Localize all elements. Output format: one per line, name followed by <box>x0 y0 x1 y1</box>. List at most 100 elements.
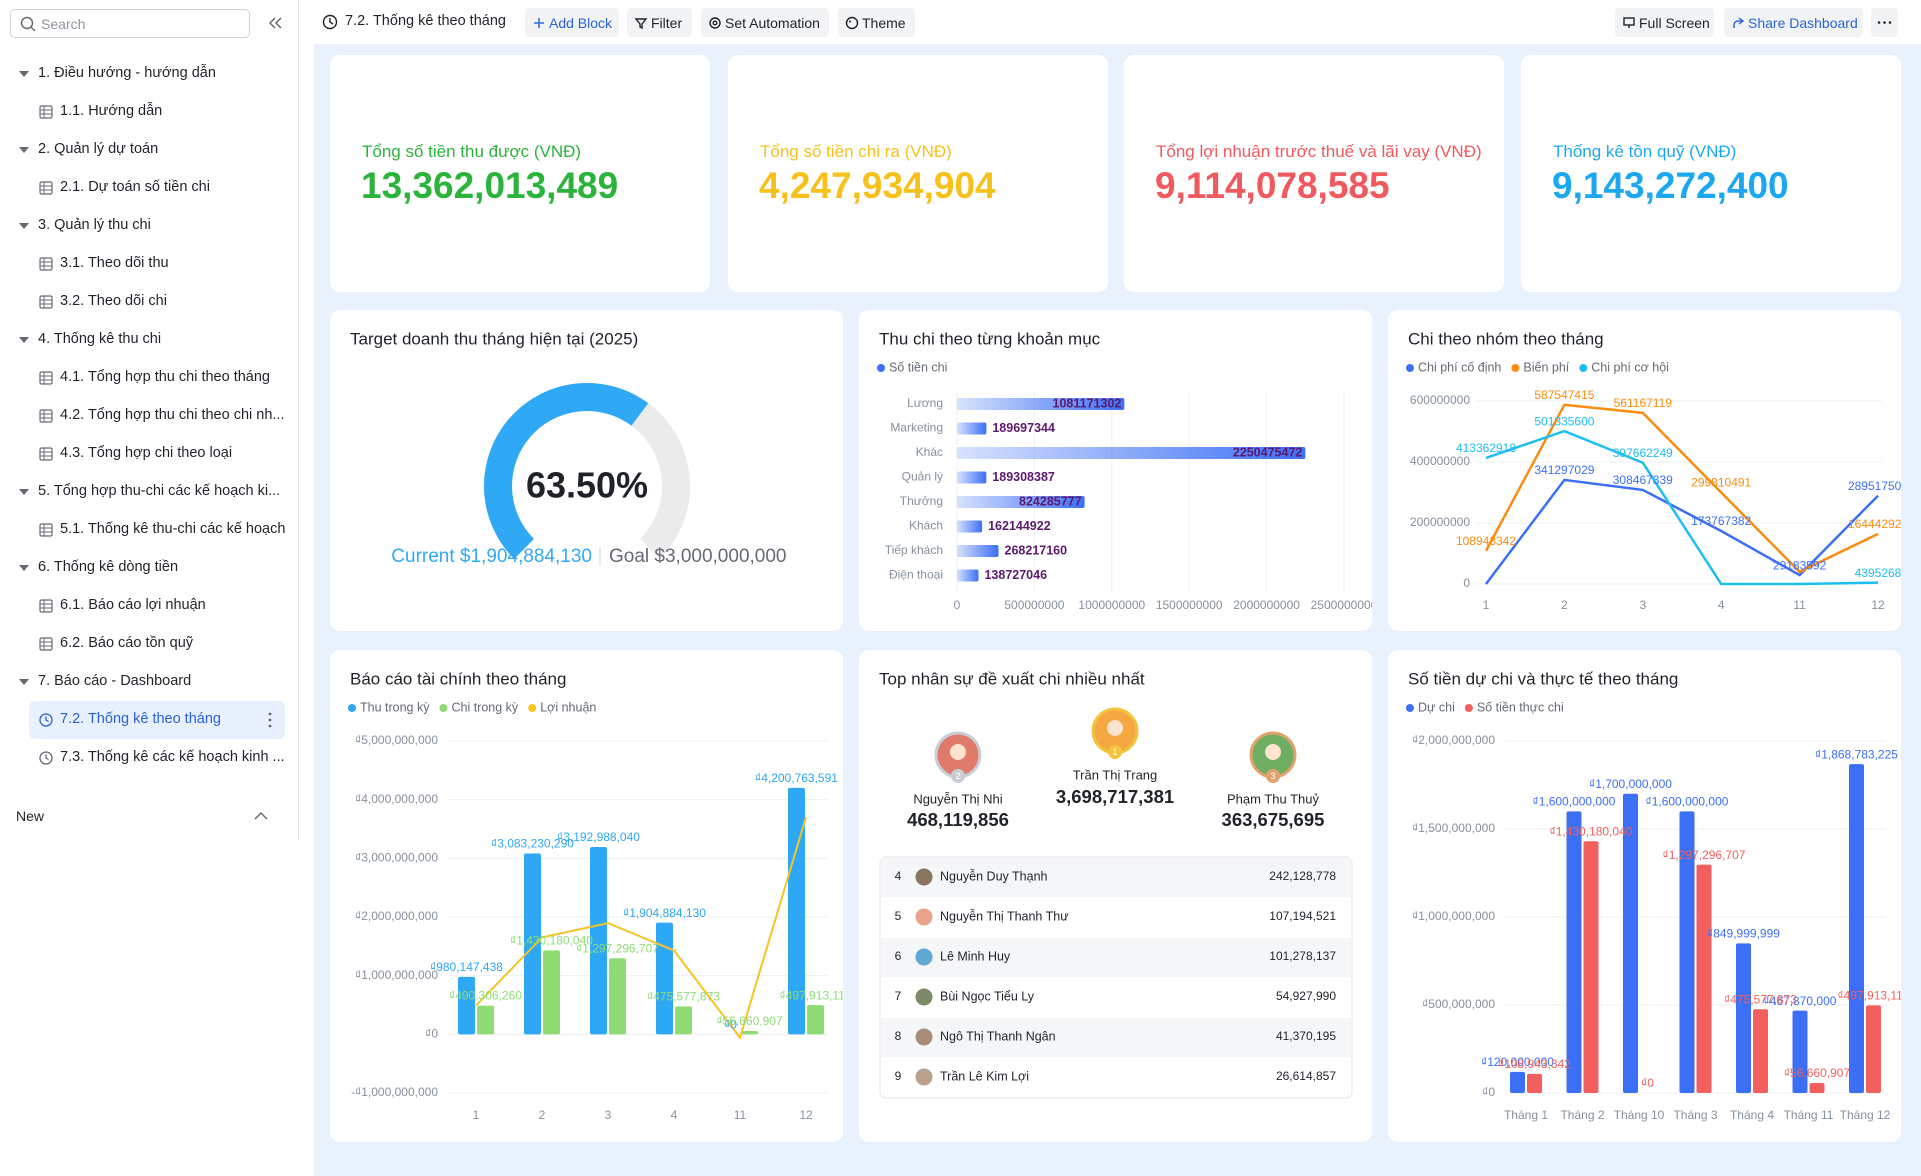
kpi-label: Tổng số tiền thu được (VNĐ) <box>362 142 582 161</box>
data-label: ₫56,660,907 <box>1784 1066 1851 1080</box>
more-icon <box>268 712 272 727</box>
row-name: Bùi Ngọc Tiểu Ly <box>940 989 1035 1003</box>
row-avatar <box>915 948 933 966</box>
bar <box>957 471 987 484</box>
toolbar-button[interactable]: Full Screen <box>1615 8 1714 37</box>
tree-label: 5. Tổng hợp thu-chi các kế hoạch ki... <box>38 482 281 499</box>
x-tick-label: 4 <box>1718 598 1725 612</box>
y-tick-label: ₫1,500,000,000 <box>1412 821 1495 835</box>
data-label: 189697344 <box>992 421 1055 435</box>
tree-item[interactable]: 7. Báo cáo - Dashboard <box>0 663 298 701</box>
x-tick-label: 1000000000 <box>1078 598 1145 612</box>
tree-item[interactable]: 2.1. Dự toán số tiền chi <box>0 169 298 207</box>
tree-item[interactable]: 6.1. Báo cáo lợi nhuận <box>0 587 298 625</box>
tree-label: 7.2. Thống kê theo tháng <box>60 710 221 727</box>
toolbar-button[interactable]: Add Block <box>525 8 619 37</box>
tree-item[interactable]: 3. Quản lý thu chi <box>0 207 298 245</box>
x-tick-label: 12 <box>1871 598 1885 612</box>
chart: Chi theo nhóm theo tháng Chi phí cố định B… <box>1406 329 1901 612</box>
tree-item[interactable]: 5. Tổng hợp thu-chi các kế hoạch ki... <box>0 473 298 511</box>
goal-label: Goal $3,000,000,000 <box>609 546 787 567</box>
y-tick-label: Tiếp khách <box>885 543 943 557</box>
y-tick-label: Quản lý <box>902 470 943 484</box>
y-tick-label: ₫0 <box>1482 1085 1495 1099</box>
toolbar-button[interactable]: Share Dashboard <box>1724 8 1863 37</box>
tree-label: 3. Quản lý thu chi <box>38 216 151 233</box>
tree-item[interactable]: 7.2. Thống kê theo tháng <box>0 700 298 739</box>
tree-item[interactable]: 4.2. Tổng hợp thu chi theo chi nh... <box>0 397 298 435</box>
x-tick-label: Tháng 12 <box>1840 1108 1891 1122</box>
tree-item[interactable]: 7.3. Thống kê các kế hoạch kinh ... <box>0 739 298 777</box>
toolbar-button[interactable]: Filter <box>627 8 692 37</box>
tree-label: 6. Thống kê dòng tiền <box>38 558 179 575</box>
row-rank: 9 <box>895 1069 902 1083</box>
tree-item[interactable]: 1.1. Hướng dẫn <box>0 93 298 131</box>
search-box[interactable]: Search <box>10 9 250 38</box>
button-label: Share Dashboard <box>1748 15 1858 31</box>
row-bg <box>881 858 1351 897</box>
row-avatar <box>915 1068 933 1086</box>
dot <box>1877 21 1881 24</box>
table <box>39 446 53 461</box>
data-label: ₫1,700,000,000 <box>1589 777 1672 791</box>
bar <box>1849 764 1864 1093</box>
tree-item[interactable]: 3.2. Theo dõi chi <box>0 283 298 321</box>
bar <box>1866 1005 1881 1093</box>
button-label: Theme <box>862 15 906 31</box>
kpi-label: Thống kê tồn quỹ (VNĐ) <box>1553 142 1737 161</box>
legend-label: Thu trong kỳ <box>360 700 430 714</box>
table-icon <box>39 294 53 309</box>
table <box>39 104 53 119</box>
gauge-value <box>484 383 649 559</box>
bar <box>1792 1010 1808 1093</box>
tree-item[interactable]: 4.3. Tổng hợp chi theo loại <box>0 435 298 473</box>
data-label: 561167119 <box>1614 396 1673 410</box>
data-label: ₫475,577,873 <box>647 990 720 1004</box>
table <box>39 636 53 651</box>
tree-item[interactable]: 6. Thống kê dòng tiền <box>0 549 298 587</box>
toolbar-button[interactable]: Theme <box>838 8 915 37</box>
tree-item[interactable]: 5.1. Thống kê thu-chi các kế hoạch <box>0 511 298 549</box>
legend-label: Lợi nhuận <box>540 700 596 714</box>
bar <box>1809 1083 1825 1093</box>
chart-title: Target doanh thu tháng hiện tại (2025) <box>350 329 638 348</box>
toolbar-button[interactable]: Set Automation <box>701 8 829 37</box>
tree-label: 6.1. Báo cáo lợi nhuận <box>60 596 206 613</box>
line <box>475 816 807 1040</box>
clock <box>39 750 53 765</box>
x-tick-label: 3 <box>605 1108 612 1122</box>
more-button[interactable] <box>1871 8 1898 37</box>
tree-item[interactable]: 2. Quản lý dự toán <box>0 131 298 169</box>
chevron-up[interactable] <box>251 806 271 826</box>
y-tick-label: ₫3,000,000,000 <box>355 851 438 865</box>
new-button[interactable]: New <box>16 808 45 824</box>
y-tick-label: 200000000 <box>1410 515 1470 529</box>
bar <box>1566 811 1582 1093</box>
data-label: 162144922 <box>988 519 1051 533</box>
palette <box>845 16 859 30</box>
kpi-value: 9,114,078,585 <box>1155 165 1390 206</box>
x-tick-label: 11 <box>734 1108 747 1122</box>
search-icon <box>20 16 36 32</box>
x-tick-label: 1 <box>473 1108 480 1122</box>
collapse-icon[interactable] <box>266 13 286 33</box>
tree-item[interactable]: 1. Điều hướng - hướng dẫn <box>0 55 298 93</box>
row-rank: 5 <box>895 909 902 923</box>
kpi-value: 9,143,272,400 <box>1552 165 1789 206</box>
y-tick-label: Marketing <box>890 421 943 435</box>
tree-item[interactable]: 4. Thống kê thu chi <box>0 321 298 359</box>
bar <box>957 520 983 533</box>
clock <box>39 712 53 727</box>
data-label: ₫467,870,000 <box>1764 994 1837 1008</box>
kpi-card: Tổng lợi nhuận trước thuế và lãi vay (VN… <box>1124 55 1504 292</box>
table-icon <box>39 370 53 385</box>
dot <box>268 718 272 721</box>
data-label: ₫849,999,999 <box>1707 927 1780 941</box>
table <box>39 180 53 195</box>
tree-item[interactable]: 3.1. Theo dõi thu <box>0 245 298 283</box>
bar <box>458 976 475 1035</box>
tree-item[interactable]: 4.1. Tổng hợp thu chi theo tháng <box>0 359 298 397</box>
tree-item[interactable]: 6.2. Báo cáo tồn quỹ <box>0 625 298 663</box>
button-icon <box>1733 17 1745 28</box>
data-label: 108943342 <box>1456 534 1516 548</box>
